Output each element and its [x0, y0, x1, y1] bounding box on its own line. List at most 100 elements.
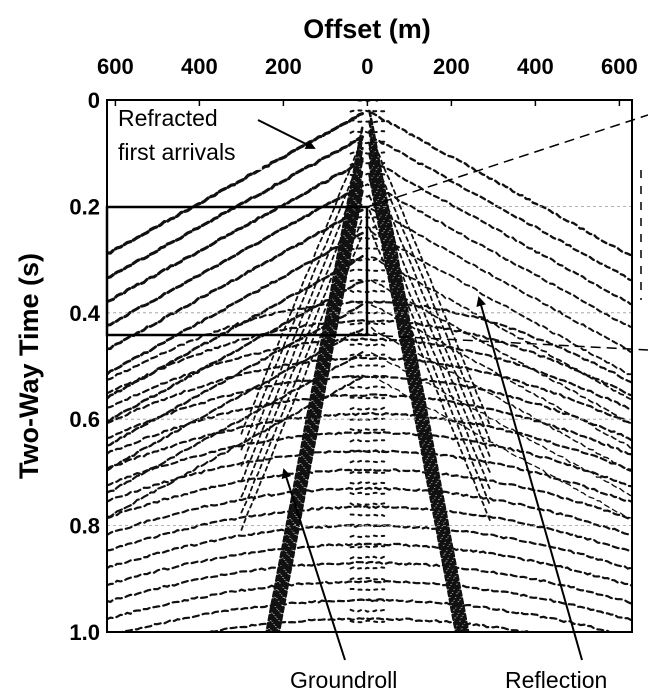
- seismic-event: [349, 427, 386, 432]
- seismic-event: [277, 189, 364, 632]
- seismic-event: [349, 491, 386, 496]
- seismic-event: [240, 137, 364, 435]
- seismic-event: [368, 179, 492, 475]
- seismic-event: [349, 172, 386, 177]
- seismic-event: [368, 162, 492, 460]
- arrow: [257, 119, 316, 149]
- seismic-event: [273, 168, 364, 632]
- seismic-event: [240, 234, 364, 531]
- seismic-event: [349, 161, 386, 166]
- seismic-event: [368, 120, 468, 632]
- seismic-event: [349, 619, 386, 624]
- seismic-event: [349, 119, 386, 124]
- seismic-event: [267, 135, 364, 632]
- seismic-event: [107, 579, 632, 622]
- seismic-event: [370, 304, 632, 449]
- y-tick-label: 0.2: [69, 194, 100, 219]
- seismic-event: [368, 173, 458, 632]
- seismic-event: [370, 279, 632, 424]
- seismic-event: [205, 616, 535, 632]
- seismic-event: [107, 337, 632, 412]
- seismic-event: [107, 430, 632, 488]
- x-tick-label: 600: [97, 54, 134, 79]
- seismic-event: [107, 411, 632, 471]
- seismic-event: [349, 480, 386, 486]
- seismic-event: [269, 146, 364, 632]
- seismic-event: [349, 588, 386, 592]
- seismic-event: [349, 364, 386, 368]
- seismic-event: [349, 183, 386, 188]
- annotation-bg: [112, 102, 262, 170]
- seismic-event: [349, 608, 386, 613]
- seismic-event: [349, 353, 386, 358]
- seismic-event: [349, 396, 386, 400]
- seismic-event: [349, 502, 386, 507]
- seismic-event: [349, 140, 386, 145]
- y-tick-label: 1.0: [69, 620, 100, 645]
- annotation: Refracted: [118, 105, 218, 131]
- seismic-event: [107, 560, 632, 605]
- seismic-event: [368, 147, 492, 444]
- seismic-event: [349, 513, 386, 517]
- seismic-event: [368, 130, 492, 428]
- seismic-event: [370, 184, 632, 328]
- arrow: [476, 296, 583, 661]
- seismic-event: [349, 523, 386, 528]
- seismic-event: [265, 125, 364, 632]
- zoom-line: [366, 114, 648, 208]
- seismic-event: [349, 566, 386, 571]
- seismic-event: [107, 318, 632, 397]
- seismic-event: [349, 597, 386, 602]
- seismic-event: [349, 342, 386, 347]
- y-axis-label: Two-Way Time (s): [14, 253, 44, 479]
- seismic-event: [370, 230, 632, 376]
- y-tick-label: 0.4: [69, 301, 100, 326]
- seismic-event: [107, 486, 632, 537]
- seismic-event: [107, 468, 632, 520]
- x-tick-label: 200: [433, 54, 470, 79]
- seismic-event: [349, 108, 386, 113]
- x-tick-label: 200: [265, 54, 302, 79]
- seismic-event: [349, 151, 386, 155]
- seismic-event: [107, 542, 632, 587]
- chart-title: Offset (m): [303, 14, 431, 44]
- arrow: [281, 468, 346, 661]
- annotation: Reflection: [505, 667, 607, 693]
- x-tick-label: 0: [361, 54, 373, 79]
- annotation: first arrivals: [118, 139, 236, 165]
- seismic-event: [240, 217, 364, 514]
- seismic-event: [107, 255, 364, 400]
- seismic-event: [349, 534, 386, 539]
- seismic-event: [240, 186, 364, 483]
- seismic-event: [107, 208, 364, 351]
- seismic-event: [349, 449, 386, 454]
- seismic-event: [107, 393, 632, 456]
- seismic-event: [107, 356, 632, 425]
- seismic-event: [349, 374, 386, 379]
- seismic-event: [349, 438, 386, 443]
- seismic-event: [368, 109, 470, 632]
- x-tick-label: 400: [181, 54, 218, 79]
- seismic-event: [349, 406, 386, 411]
- seismic-event: [368, 227, 492, 523]
- seismic-event: [240, 153, 364, 451]
- seismic-event: [349, 555, 386, 560]
- seismic-event: [370, 159, 632, 306]
- seismic-event: [370, 111, 632, 257]
- y-tick-label: 0.6: [69, 407, 100, 432]
- seismic-event: [370, 136, 632, 282]
- seismic-event: [107, 112, 364, 255]
- seismic-event: [107, 449, 632, 503]
- seismic-event: [349, 130, 386, 134]
- seismic-event: [368, 162, 460, 632]
- seismic-event: [349, 470, 386, 475]
- seismic-event: [368, 141, 464, 632]
- x-tick-label: 400: [517, 54, 554, 79]
- seismic-event: [107, 159, 364, 304]
- seismic-event: [349, 385, 386, 390]
- annotation: Groundroll: [290, 667, 397, 693]
- seismic-event: [349, 544, 386, 549]
- y-tick-label: 0: [88, 88, 100, 113]
- seismic-event: [368, 152, 462, 632]
